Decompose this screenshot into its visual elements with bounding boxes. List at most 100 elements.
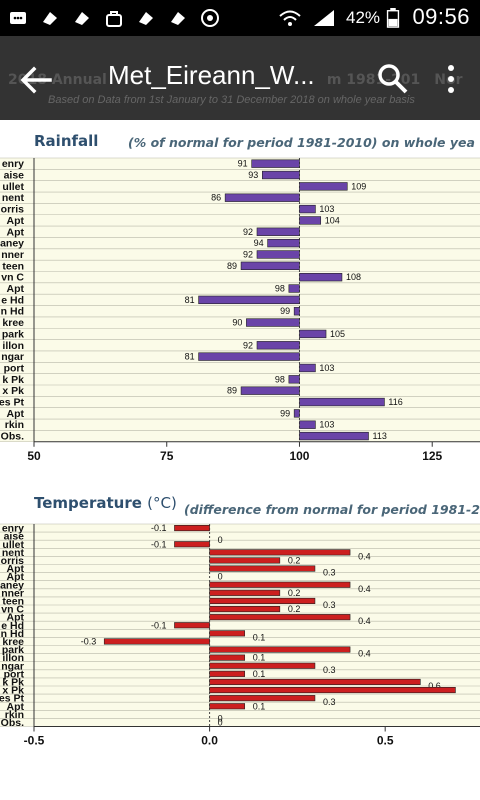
value-label: 99 [280, 306, 290, 316]
category-label: aney [0, 579, 24, 591]
value-label: 0 [218, 572, 223, 582]
value-label: 103 [319, 420, 334, 430]
value-label: 0 [218, 717, 223, 727]
category-label: illon [2, 340, 24, 352]
bar [293, 409, 300, 418]
value-label: 93 [248, 170, 258, 180]
rain-chart-subtitle: (% of normal for period 1981-2010) on wh… [128, 135, 475, 150]
category-label: port [4, 668, 25, 680]
category-label: vn C [1, 604, 24, 616]
category-label: x Pk [2, 685, 24, 697]
category-label: e Hd [1, 294, 24, 306]
message-icon [10, 12, 26, 24]
bar [288, 375, 300, 384]
value-label: 91 [238, 159, 248, 169]
value-label: 0.4 [358, 584, 371, 594]
value-label: 81 [185, 352, 195, 362]
value-label: 0 [218, 535, 223, 545]
x-tick-label: 50 [27, 449, 41, 463]
bar [209, 549, 351, 556]
value-label: 0 [218, 713, 223, 723]
category-label: Apt [7, 283, 25, 295]
value-label: -0.3 [81, 636, 97, 646]
status-bar: 42% 09:56 [0, 0, 480, 36]
category-label: enry [2, 158, 24, 170]
bar [299, 431, 369, 441]
value-label: 90 [232, 318, 242, 328]
category-label: rkin [5, 419, 24, 431]
bar [209, 686, 456, 694]
value-label: 0.3 [323, 665, 336, 675]
rainfall-chart: enry 91 aise 93 ullet 109 nent 86 orris 103 Apt 104… [0, 157, 480, 463]
bar [299, 216, 322, 225]
value-label: 89 [227, 386, 237, 396]
notification-icon [75, 12, 89, 25]
bar [240, 261, 300, 270]
bar [209, 646, 351, 653]
notification-icon [171, 12, 185, 25]
category-label: teen [2, 260, 24, 272]
category-label: nner [1, 249, 24, 261]
category-label: aney [0, 238, 24, 250]
wifi-icon [279, 10, 301, 26]
value-label: 0.2 [288, 588, 301, 598]
value-label: -0.1 [151, 523, 167, 533]
temperature-chart: enry -0.1 aise 0 ullet -0.1 nent 0.4 orris 0.2 Apt… [0, 523, 480, 748]
value-label: -0.1 [151, 539, 167, 549]
bar [174, 622, 210, 629]
arrow-left-icon[interactable] [16, 60, 56, 100]
value-label: 109 [351, 181, 366, 191]
category-label: nent [2, 192, 25, 204]
value-label: 103 [319, 204, 334, 214]
bar [174, 541, 210, 548]
temp-chart-subtitle: (difference from normal for period 1981-… [184, 502, 480, 517]
value-label: 0.4 [358, 616, 371, 626]
category-label: park [2, 328, 24, 340]
value-label: 94 [254, 238, 264, 248]
category-label: ullet [2, 539, 24, 551]
category-label: Apt [7, 563, 25, 575]
value-label: 0.6 [428, 681, 441, 691]
category-label: Apt [7, 408, 25, 420]
battery-icon [386, 8, 400, 28]
rain-chart-title: Rainfall [34, 132, 99, 150]
x-tick-label: 0.5 [377, 734, 394, 748]
bar [209, 565, 316, 572]
category-label: n Hd [1, 306, 24, 318]
category-label: ullet [2, 181, 24, 193]
value-label: -0.1 [151, 620, 167, 630]
value-label: 0.4 [358, 551, 371, 561]
value-label: 0.3 [323, 600, 336, 610]
bar [299, 329, 327, 339]
battery-percent: 42% [346, 8, 381, 27]
value-label: 0.1 [253, 701, 266, 711]
category-label: ngar [1, 660, 24, 672]
value-label: 0.1 [253, 669, 266, 679]
bar [262, 170, 300, 180]
bar [209, 703, 246, 710]
category-label: rkin [5, 709, 24, 721]
value-label: 92 [243, 340, 253, 350]
x-tick-label: 125 [422, 449, 442, 463]
bar [209, 654, 246, 661]
value-label: 98 [275, 374, 285, 384]
bar [209, 614, 351, 621]
bar [209, 670, 246, 677]
temp-chart-title: Temperature (°C) [34, 494, 177, 512]
chart-image: Rainfall (% of normal for period 1981-20… [0, 120, 480, 800]
bar [256, 341, 300, 350]
background-chart-subtitle: Based on Data from 1st January to 31 Dec… [48, 94, 415, 106]
value-label: 99 [280, 408, 290, 418]
bar [240, 386, 300, 395]
target-icon [201, 9, 219, 27]
search-icon[interactable] [376, 62, 410, 96]
category-label: Apt [7, 612, 25, 624]
category-label: n Hd [1, 628, 24, 640]
bar [198, 295, 300, 305]
bar [246, 318, 300, 327]
bar [198, 352, 300, 361]
bar [299, 397, 385, 407]
bar [299, 420, 316, 429]
more-vert-icon[interactable] [444, 62, 458, 96]
